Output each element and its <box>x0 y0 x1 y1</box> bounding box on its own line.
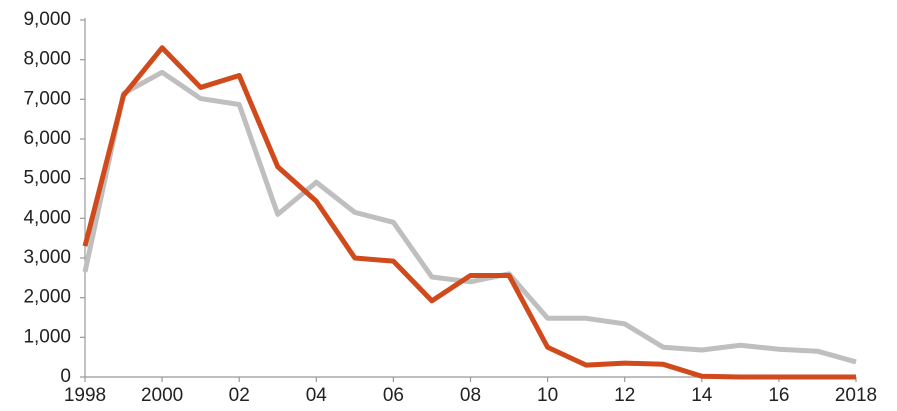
x-tick-label: 2000 <box>141 385 183 406</box>
x-tick-label: 2018 <box>835 385 877 406</box>
y-tick-label: 2,000 <box>23 287 71 308</box>
x-tick-label: 1998 <box>64 385 106 406</box>
series-line <box>82 69 857 365</box>
x-tick-label: 02 <box>229 385 250 406</box>
x-tick-label: 10 <box>537 385 558 406</box>
x-tick-label: 06 <box>383 385 404 406</box>
x-tick-label: 14 <box>691 385 713 406</box>
y-tick-label: 9,000 <box>23 9 71 30</box>
y-tick-label: 8,000 <box>23 49 71 70</box>
x-tick-label: 16 <box>768 385 789 406</box>
y-tick-label: 3,000 <box>23 247 71 268</box>
y-tick-label: 4,000 <box>23 207 71 228</box>
y-tick-label: 0 <box>60 366 71 387</box>
y-tick-label: 6,000 <box>23 128 71 149</box>
x-tick-label: 08 <box>460 385 481 406</box>
series-line <box>82 45 856 380</box>
x-tick-label: 12 <box>614 385 635 406</box>
y-tick-label: 1,000 <box>23 326 71 347</box>
y-tick-label: 7,000 <box>23 88 71 109</box>
y-tick-label: 5,000 <box>23 168 71 189</box>
x-tick-label: 04 <box>306 385 328 406</box>
